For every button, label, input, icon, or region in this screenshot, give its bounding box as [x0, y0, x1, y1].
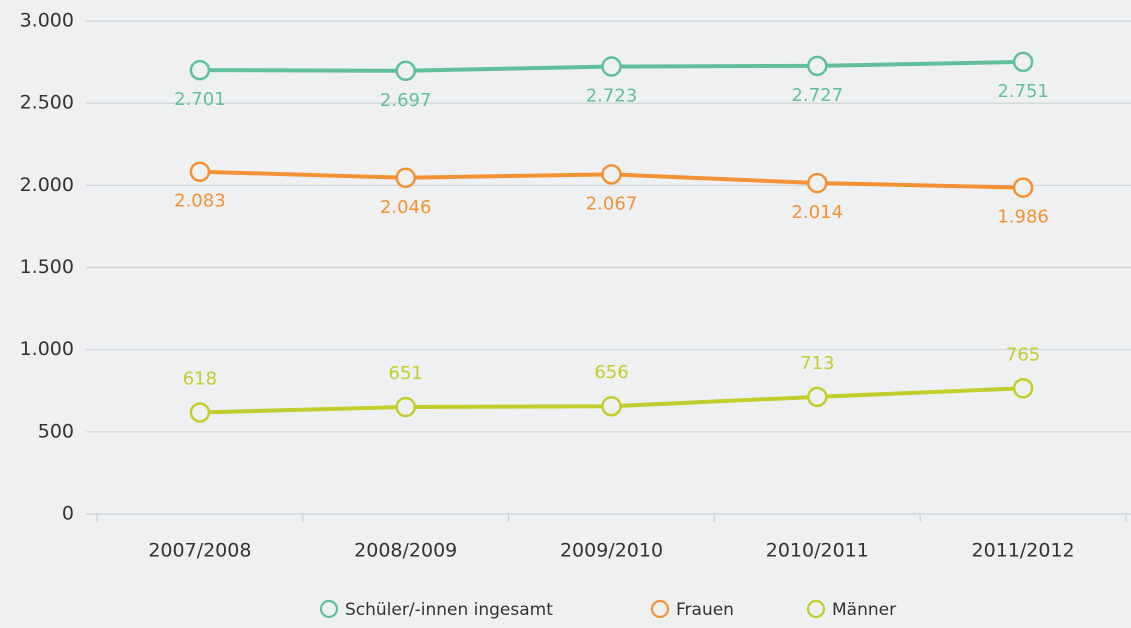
y-tick-label: 500: [38, 420, 74, 442]
data-label: 2.723: [586, 86, 638, 107]
x-tick-label: 2008/2009: [354, 540, 457, 562]
data-label: 656: [594, 362, 628, 383]
legend-label: Schüler/-innen ingesamt: [345, 600, 553, 620]
data-label: 651: [389, 363, 423, 384]
y-tick-label: 0: [62, 503, 74, 525]
data-label: 2.014: [792, 202, 844, 223]
data-label: 2.067: [586, 193, 638, 214]
data-label: 2.083: [174, 191, 226, 212]
data-label: 1.986: [997, 207, 1049, 228]
legend-marker: [319, 599, 339, 619]
point: [601, 56, 622, 77]
x-tick-label: 2007/2008: [148, 540, 251, 562]
y-tick-label: 2.500: [20, 92, 74, 114]
point: [395, 60, 416, 82]
data-label: 765: [1006, 344, 1040, 365]
point: [601, 164, 622, 185]
y-tick-label: 1.000: [20, 338, 74, 360]
legend-marker: [650, 599, 670, 619]
point: [601, 395, 622, 417]
y-tick-label: 1.500: [20, 256, 74, 278]
legend-label: Frauen: [676, 600, 734, 620]
point: [1012, 378, 1034, 399]
data-label: 2.701: [174, 89, 226, 110]
legend-label: Männer: [832, 600, 896, 620]
point: [807, 386, 828, 408]
legend-marker: [806, 599, 826, 619]
point: [807, 172, 828, 194]
data-label: 2.727: [792, 85, 844, 106]
x-tick-label: 2009/2010: [560, 540, 663, 562]
x-tick-label: 2011/2012: [972, 540, 1075, 562]
data-label: 618: [183, 368, 217, 389]
point: [1012, 177, 1034, 198]
data-label: 713: [800, 353, 834, 374]
point: [189, 59, 211, 81]
data-label: 2.046: [380, 197, 432, 218]
data-label: 2.751: [997, 81, 1049, 102]
point: [189, 161, 211, 182]
point: [395, 167, 416, 189]
x-tick-label: 2010/2011: [766, 540, 869, 562]
point: [1012, 51, 1034, 73]
point: [189, 402, 211, 423]
point: [395, 396, 416, 418]
data-label: 2.697: [380, 90, 432, 111]
y-tick-label: 3.000: [20, 10, 74, 32]
y-tick-label: 2.000: [20, 174, 74, 196]
point: [807, 55, 828, 77]
